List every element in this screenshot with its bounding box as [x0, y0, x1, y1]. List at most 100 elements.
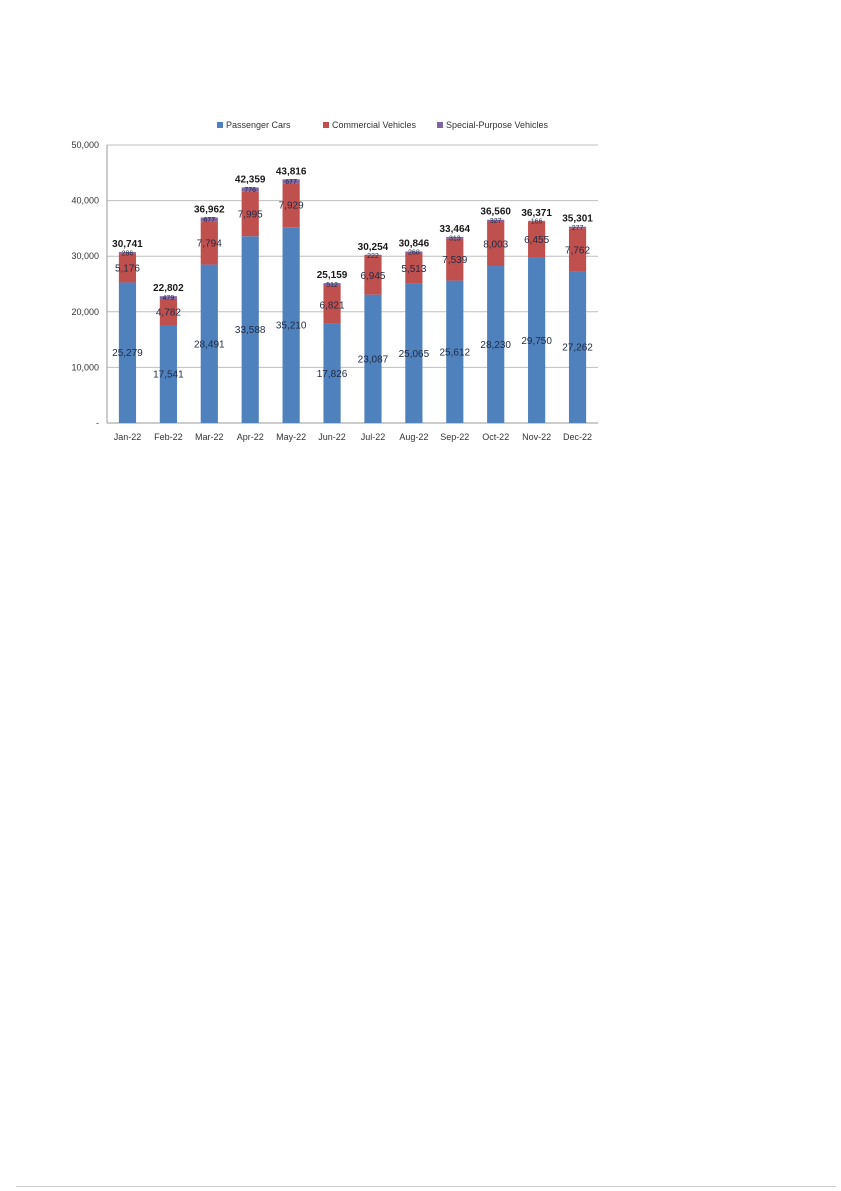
bar-segment [159, 296, 177, 299]
chart-svg: - 10,000 20,000 30,000 40,000 50,000 25,279 5,1… [71, 120, 598, 442]
legend-label: Special-Purpose Vehicles [446, 120, 549, 130]
bar-segment [159, 325, 177, 423]
legend-label: Passenger Cars [226, 120, 291, 130]
bar-segment [528, 221, 546, 258]
y-tick-label: 10,000 [71, 362, 99, 372]
data-label: 25,065 [399, 349, 430, 360]
stacked-bar-chart: - 10,000 20,000 30,000 40,000 50,000 25,279 5,1… [62, 103, 636, 453]
data-label: 6,455 [524, 235, 549, 246]
data-label: 313 [449, 235, 461, 242]
data-label: 23,087 [358, 354, 389, 365]
x-tick-label: Oct-22 [482, 432, 509, 442]
data-label: 29,750 [521, 336, 552, 347]
data-label: 35,210 [276, 321, 307, 332]
bar-segment [118, 253, 137, 283]
total-label: 43,816 [276, 166, 307, 177]
data-label: 28,491 [194, 339, 225, 350]
data-label: 17,826 [317, 369, 348, 380]
bar-segment [282, 179, 300, 184]
data-label: 277 [572, 225, 584, 232]
data-label: 327 [490, 218, 502, 225]
legend-label: Commercial Vehicles [332, 120, 417, 130]
bar-segment [323, 283, 341, 286]
bar-segment [405, 283, 423, 423]
x-tick-label: Dec-22 [563, 432, 592, 442]
data-label: 268 [408, 250, 420, 257]
x-tick-label: Aug-22 [399, 432, 428, 442]
data-label: 6,945 [360, 271, 385, 282]
bar-segment [528, 220, 546, 222]
legend-swatch [323, 122, 329, 128]
y-tick-label: 50,000 [71, 140, 99, 150]
x-tick-label: Apr-22 [237, 432, 264, 442]
total-label: 30,846 [399, 238, 430, 249]
bar-segment [568, 228, 587, 272]
bar-segment [200, 217, 218, 222]
data-label: 222 [367, 253, 379, 260]
total-label: 22,802 [153, 283, 184, 294]
x-tick-label: May-22 [276, 432, 306, 442]
data-label: 7,929 [279, 201, 304, 212]
x-tick-label: Jun-22 [318, 432, 346, 442]
bar-segment [528, 257, 546, 423]
data-label: 17,541 [153, 370, 184, 381]
total-label: 30,741 [112, 239, 143, 250]
bar-segment [405, 252, 423, 284]
bar-segment [282, 227, 300, 423]
data-label: 677 [203, 217, 215, 224]
total-label: 33,464 [439, 224, 470, 235]
data-label: 7,794 [197, 238, 222, 249]
x-tick-label: Sep-22 [440, 432, 469, 442]
data-label: 25,612 [439, 347, 470, 358]
bar-segment [241, 191, 259, 237]
bar-segment [446, 236, 464, 239]
data-label: 33,588 [235, 325, 266, 336]
data-label: 479 [163, 295, 175, 302]
x-tick-label: Jan-22 [114, 432, 142, 442]
x-tick-label: Nov-22 [522, 432, 551, 442]
bar-segment [159, 298, 177, 326]
bar-segment [200, 221, 218, 265]
bar-segment [487, 266, 505, 423]
data-label: 7,762 [565, 245, 590, 256]
total-label: 42,359 [235, 174, 266, 185]
total-label: 36,560 [480, 207, 511, 218]
bar-segment [200, 264, 218, 423]
data-label: 28,230 [480, 340, 511, 351]
data-label: 27,262 [562, 343, 593, 354]
data-label: 5,513 [401, 264, 426, 275]
total-label: 36,962 [194, 204, 225, 215]
total-label: 35,301 [562, 214, 593, 225]
y-tick-label: 20,000 [71, 307, 99, 317]
bar-segment [282, 183, 300, 228]
bar-segment [364, 254, 382, 257]
page-bottom-rule [16, 1186, 836, 1187]
y-tick-label: 30,000 [71, 251, 99, 261]
bar-segment [568, 271, 587, 423]
x-tick-label: Mar-22 [195, 432, 224, 442]
bar-segment [118, 282, 137, 423]
bar-segment [241, 236, 259, 423]
data-label: 776 [244, 187, 256, 194]
bar-segment [323, 323, 341, 423]
bar-segment [487, 221, 505, 267]
bar-segment [118, 252, 137, 254]
data-label: 512 [326, 282, 338, 289]
bar-segment [446, 280, 464, 423]
data-label: 4,782 [156, 308, 181, 319]
bar-segment [241, 187, 259, 192]
legend-swatch [217, 122, 223, 128]
data-label: 7,539 [442, 255, 467, 266]
bar-segment [364, 256, 382, 295]
bar-segment [487, 219, 505, 222]
bar-segment [364, 294, 382, 423]
total-label: 30,254 [358, 242, 389, 253]
data-label: 286 [122, 250, 134, 257]
total-label: 36,371 [521, 208, 552, 219]
data-label: 8,003 [483, 239, 508, 250]
x-tick-label: Feb-22 [154, 432, 183, 442]
data-label: 166 [531, 219, 543, 226]
bar-segment [446, 238, 464, 281]
data-label: 5,176 [115, 264, 140, 275]
y-tick-label: 40,000 [71, 196, 99, 206]
